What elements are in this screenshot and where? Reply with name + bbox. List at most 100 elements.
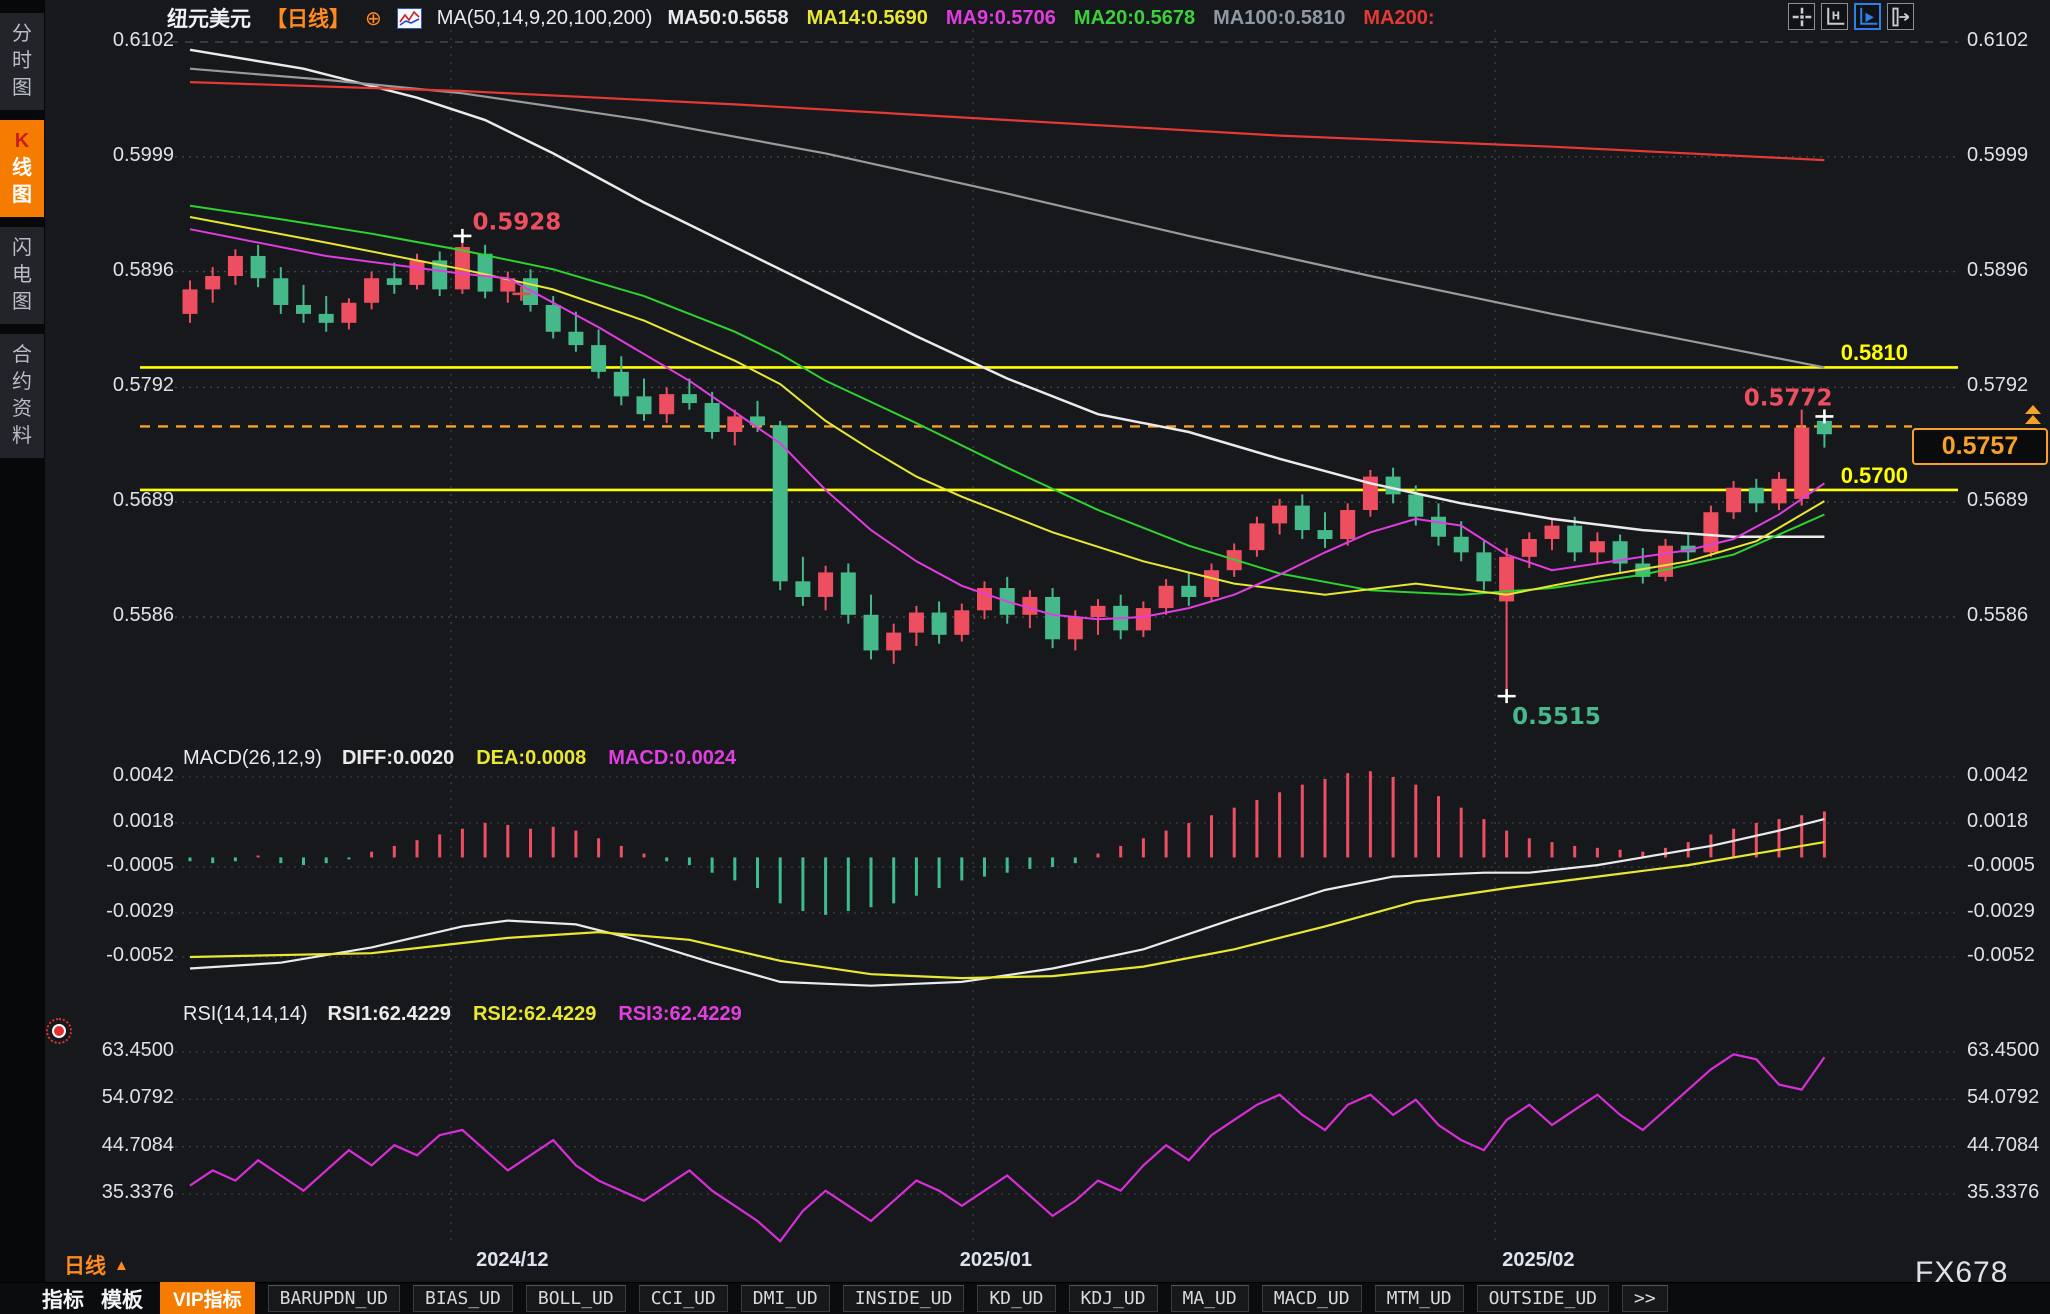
price-tick-label: 0.5689 — [112, 489, 174, 512]
symbol-title: 纽元美元 — [167, 8, 251, 31]
rsi-tick-label: 54.0792 — [101, 1086, 174, 1109]
ma-value-label: MA20:0.5678 — [1073, 6, 1196, 29]
tab-INSIDE_UD[interactable]: INSIDE_UD — [842, 1285, 965, 1312]
price-tick-label: 0.6102 — [1967, 29, 2029, 51]
cross-marker — [453, 228, 472, 243]
tab-BARUPDN_UD[interactable]: BARUPDN_UD — [267, 1285, 400, 1312]
macd-tick-label: -0.0029 — [106, 899, 174, 922]
cross-marker — [1815, 409, 1834, 424]
indicator-value-label: RSI1:62.4229 — [327, 1003, 451, 1025]
tab-KDJ_UD[interactable]: KDJ_UD — [1068, 1285, 1158, 1312]
tab-模板[interactable]: 模板 — [101, 1288, 143, 1312]
record-indicator-icon[interactable] — [46, 1018, 72, 1044]
indicator-value-label: RSI2:62.4229 — [472, 1003, 597, 1025]
rsi-line — [189, 1053, 1826, 1243]
ma-values: MA50:0.5658 MA14:0.5690 MA9:0.5706 MA20:0.5… — [667, 7, 1434, 30]
axis-play-icon[interactable] — [1854, 3, 1881, 30]
tab-MTM_UD[interactable]: MTM_UD — [1374, 1285, 1464, 1312]
rsi-tick-label: 35.3376 — [1967, 1181, 2040, 1203]
tab-指标[interactable]: 指标 — [42, 1288, 84, 1312]
rsi-tick-label: 63.4500 — [101, 1039, 174, 1061]
rsi-tick-label: 44.7084 — [101, 1133, 174, 1156]
macd-tick-label: 0.0042 — [1967, 764, 2029, 786]
price-tick-label: 0.5896 — [1967, 258, 2029, 281]
pan-crosshair-icon[interactable] — [1788, 3, 1815, 30]
tab-MA_UD[interactable]: MA_UD — [1170, 1285, 1249, 1312]
cross-marker — [512, 286, 531, 301]
price-annotation: 0.5928 — [472, 209, 561, 235]
price-tick-label: 0.5689 — [1967, 489, 2029, 512]
macd-diff-line — [189, 818, 1825, 987]
sidebar-item-分时图[interactable]: 分时图 — [0, 13, 44, 110]
tab-KD_UD[interactable]: KD_UD — [977, 1285, 1056, 1312]
macd-values: DIFF:0.0020 DEA:0.0008 MACD:0.0024 — [342, 747, 736, 770]
price-tick-label: 0.5999 — [1967, 143, 2029, 166]
period-tag[interactable]: 【日线】 — [266, 8, 350, 31]
price-tick-label: 0.5792 — [1967, 374, 2029, 397]
chevron-up-icon: ▲ — [114, 1256, 129, 1274]
tab-BOLL_UD[interactable]: BOLL_UD — [525, 1285, 626, 1312]
rsi-tick-label: 54.0792 — [1967, 1086, 2040, 1109]
tab-MACD_UD[interactable]: MACD_UD — [1261, 1285, 1362, 1312]
tab-BIAS_UD[interactable]: BIAS_UD — [413, 1285, 513, 1312]
ma-settings-label[interactable]: MA(50,14,9,20,100,200) — [436, 6, 653, 29]
rsi-title[interactable]: RSI(14,14,14) — [183, 1003, 308, 1025]
macd-tick-label: -0.0052 — [106, 944, 174, 966]
ma-line-ma200 — [189, 81, 1825, 162]
rsi-values: RSI1:62.4229 RSI2:62.4229 RSI3:62.4229 — [328, 1003, 742, 1026]
ma-line-ma14 — [189, 216, 1825, 596]
rsi-tick-label: 44.7084 — [1967, 1133, 2040, 1156]
price-annotation: 0.5515 — [1512, 704, 1601, 730]
level-price-label: 0.5810 — [1840, 340, 1908, 366]
tab-CCI_UD[interactable]: CCI_UD — [638, 1285, 728, 1312]
tab-DMI_UD[interactable]: DMI_UD — [740, 1285, 830, 1312]
last-price-box: 0.5757 — [1912, 428, 2048, 466]
xaxis-month-label: 2024/12 — [476, 1249, 549, 1271]
macd-tick-label: -0.0005 — [106, 854, 174, 876]
price-tick-label: 0.6102 — [112, 29, 174, 51]
macd-tick-label: 0.0018 — [112, 809, 174, 832]
macd-header: MACD(26,12,9) DIFF:0.0020 DEA:0.0008 MACD:… — [183, 747, 736, 770]
axis-scale-h-icon[interactable]: H — [1821, 3, 1848, 30]
ma-line-ma100 — [189, 67, 1825, 369]
macd-title[interactable]: MACD(26,12,9) — [183, 747, 322, 769]
price-tick-label: 0.5792 — [112, 374, 174, 397]
price-up-arrows-icon — [2025, 405, 2041, 425]
macd-tick-label: -0.0029 — [1967, 899, 2035, 922]
rsi-tick-label: 35.3376 — [101, 1181, 174, 1203]
ma-value-label: MA9:0.5706 — [945, 6, 1056, 29]
indicator-tabbar: 指标 模板 VIP指标 BARUPDN_UD BIAS_UD BOLL_UD CCI_UD D… — [0, 1282, 2050, 1314]
chart-header: 纽元美元 【日线】 ⊕ MA(50,14,9,20,100,200) MA50:… — [167, 3, 1435, 33]
xaxis-month-label: 2025/02 — [1502, 1249, 1575, 1271]
sidebar-item-合约资料[interactable]: 合约资料 — [0, 334, 44, 458]
indicator-value-label: MACD:0.0024 — [608, 747, 737, 769]
macd-tick-label: -0.0052 — [1967, 944, 2035, 966]
chart-toolbar: H — [1788, 3, 1914, 30]
indicator-value-label: RSI3:62.4229 — [618, 1003, 742, 1025]
period-selector[interactable]: 日线 ▲ — [64, 1250, 129, 1280]
ma-value-label: MA200: — [1363, 6, 1435, 29]
ma-value-label: MA50:0.5658 — [667, 6, 789, 29]
rsi-header: RSI(14,14,14) RSI1:62.4229 RSI2:62.4229 RS… — [183, 1003, 742, 1026]
price-tick-label: 0.5586 — [1967, 604, 2029, 626]
sidebar-item-闪电图[interactable]: 闪电图 — [0, 227, 44, 324]
tab-VIP指标[interactable]: VIP指标 — [160, 1282, 255, 1314]
ma-line-ma50 — [189, 48, 1825, 539]
line-chart-icon[interactable] — [396, 7, 422, 29]
indicator-value-label: DIFF:0.0020 — [341, 747, 455, 769]
cross-marker — [1497, 689, 1516, 704]
period-label: 日线 — [64, 1255, 106, 1278]
macd-dea-line — [189, 841, 1825, 980]
tab-OUTSIDE_UD[interactable]: OUTSIDE_UD — [1476, 1285, 1609, 1312]
circle-plus-icon[interactable]: ⊕ — [365, 7, 382, 30]
indicator-value-label: DEA:0.0008 — [476, 747, 587, 769]
macd-tick-label: 0.0018 — [1967, 809, 2029, 832]
svg-text:H: H — [1831, 11, 1840, 22]
tab->>[interactable]: >> — [1622, 1285, 1668, 1312]
candlestick-series — [182, 235, 1832, 697]
pane-shift-icon[interactable] — [1887, 3, 1914, 30]
level-price-label: 0.5700 — [1840, 462, 1908, 488]
